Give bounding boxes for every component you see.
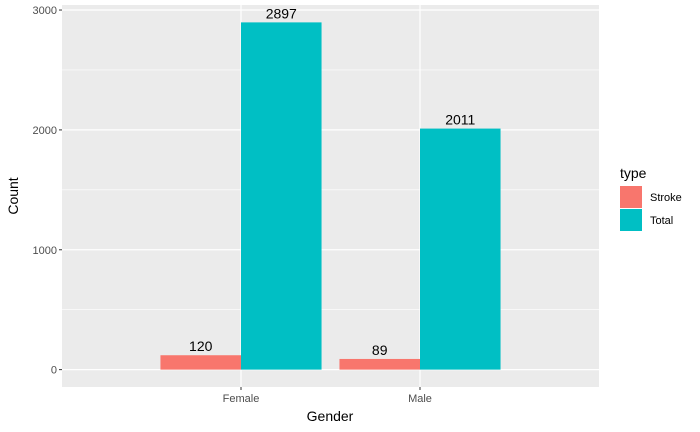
legend-title: type: [620, 165, 647, 181]
y-axis-title: Count: [5, 177, 21, 214]
bar-stroke-male: [339, 358, 420, 370]
data-label: 89: [372, 342, 388, 358]
legend-key-stroke: [620, 186, 642, 208]
bars: [160, 22, 501, 370]
legend-label: Total: [650, 215, 673, 227]
data-labels: 120 89 2897 2011: [189, 5, 475, 358]
legend-label: Stroke: [650, 192, 682, 204]
x-axis: Female Male: [223, 387, 432, 405]
x-tick-label: Male: [408, 393, 432, 405]
data-label: 2897: [266, 5, 297, 21]
plot-panel: [62, 5, 599, 387]
x-axis-title: Gender: [307, 408, 354, 424]
y-tick-label: 0: [51, 365, 57, 377]
bar-total-female: [241, 22, 322, 370]
legend-key-total: [620, 209, 642, 231]
bar-stroke-female: [160, 355, 241, 370]
y-tick-label: 2000: [33, 125, 57, 137]
data-label: 120: [189, 338, 213, 354]
y-tick-label: 1000: [33, 245, 57, 257]
y-axis: 0 1000 2000 3000: [33, 5, 62, 377]
x-tick-label: Female: [223, 393, 260, 405]
legend: type Stroke Total: [620, 165, 682, 231]
bar-total-male: [420, 128, 501, 370]
data-label: 2011: [445, 112, 475, 128]
y-tick-label: 3000: [33, 5, 57, 17]
minor-gridlines: [62, 69, 599, 310]
